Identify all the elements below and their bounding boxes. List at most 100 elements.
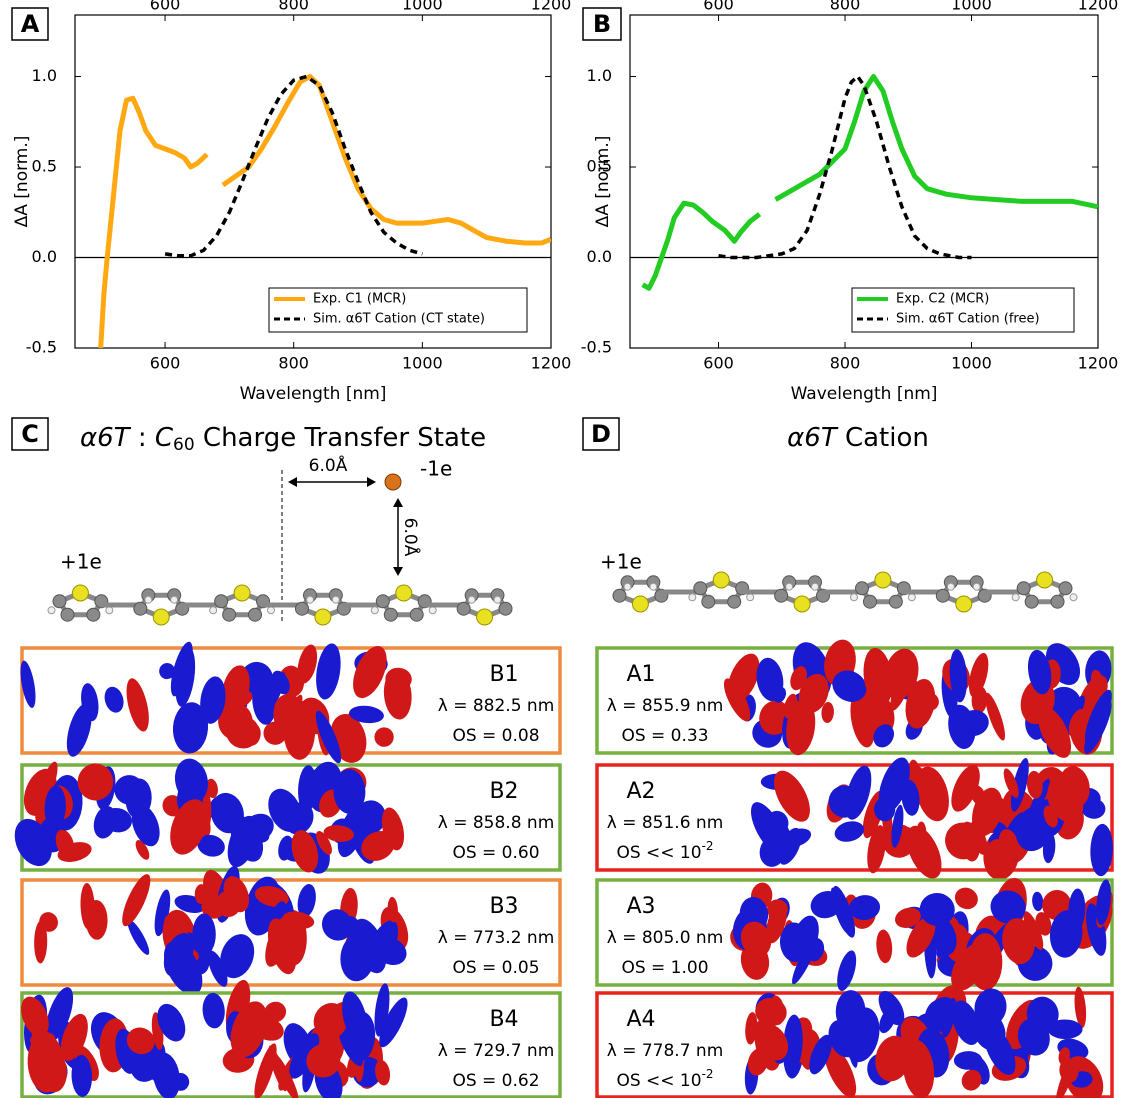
- y-tick-label: 0.5: [587, 157, 612, 176]
- distance-label: 6.0Å: [309, 454, 348, 476]
- molecule: [47, 584, 513, 626]
- orbital-lobe: [952, 1000, 981, 1045]
- orbital-lobe: [220, 934, 255, 979]
- orbital-lobe: [906, 916, 936, 958]
- orbital-lobe: [163, 941, 203, 996]
- orbital-lobe: [951, 764, 980, 812]
- series-line: [718, 74, 972, 260]
- orbital-lobe: [20, 660, 36, 708]
- orbital-lobe: [44, 785, 66, 830]
- orbital-lobe: [101, 807, 132, 833]
- carbon-atom: [774, 588, 789, 603]
- hydrogen-atom: [428, 606, 437, 615]
- orbital-lobe: [1032, 891, 1044, 912]
- orbital-image: [723, 639, 1112, 758]
- os-exponent: -2: [702, 1067, 714, 1081]
- orbital-lobe: [1084, 689, 1112, 744]
- legend-label: Sim. α6T Cation (free): [896, 312, 1040, 327]
- x-top-tick-label: 600: [150, 0, 181, 14]
- state-label: A1: [626, 662, 655, 687]
- y-tick-label: 0.5: [32, 157, 57, 176]
- hydrogen-atom: [649, 582, 658, 591]
- state-oscillator-strength: OS = 0.33: [621, 726, 708, 746]
- orbital-lobe: [200, 676, 226, 724]
- carbon-atom: [1058, 581, 1073, 596]
- os-exponent: -2: [702, 839, 714, 853]
- x-top-tick-label: 1200: [1078, 0, 1119, 14]
- hydrogen-atom: [946, 582, 955, 591]
- sulfur-atom: [71, 584, 89, 602]
- orbital-lobe: [812, 646, 826, 680]
- title-subscript: 60: [173, 435, 195, 455]
- orbital-lobe: [217, 688, 253, 710]
- orbital-lobe: [215, 890, 242, 917]
- orbital-lobe: [344, 710, 361, 755]
- hydrogen-atom: [144, 595, 153, 604]
- carbon-atom: [383, 607, 398, 622]
- legend-box: [851, 287, 1075, 333]
- hydrogen-atom: [170, 595, 179, 604]
- orbital-lobe: [1081, 798, 1106, 819]
- orbital-lobe: [126, 1027, 155, 1055]
- carbon-atom: [693, 581, 708, 596]
- orbital-lobe: [895, 907, 921, 928]
- orbital-lobe: [875, 1035, 911, 1082]
- orbital-lobe: [1090, 823, 1113, 877]
- orbital-lobe: [783, 693, 798, 719]
- carbon-atom: [86, 607, 101, 622]
- orbital-lobe: [261, 672, 286, 718]
- series-line: [164, 74, 423, 258]
- orbital-lobe: [374, 727, 394, 747]
- orbital-lobe: [349, 705, 384, 724]
- orbital-lobe: [1049, 686, 1081, 714]
- orbital-lobe: [828, 785, 862, 818]
- orbital-lobe: [202, 992, 225, 1029]
- carbon-atom: [214, 594, 229, 609]
- orbital-lobe: [905, 678, 936, 729]
- state-oscillator-strength: OS = 0.05: [452, 958, 539, 978]
- orbital-lobe: [254, 1043, 277, 1098]
- orbital-lobe: [1049, 910, 1083, 958]
- y-tick-label: 0.0: [32, 247, 57, 266]
- orbital-lobe: [273, 694, 310, 744]
- carbon-atom: [862, 594, 877, 609]
- orbital-lobe: [769, 995, 785, 1026]
- panel-letter: C: [21, 420, 39, 448]
- sulfur-atom: [1036, 571, 1054, 589]
- hydrogen-atom: [623, 582, 632, 591]
- orbital-lobe: [1074, 986, 1087, 1028]
- orbital-lobe: [77, 763, 114, 801]
- orbital-lobe: [953, 1051, 983, 1070]
- charge-label: +1e: [600, 550, 642, 574]
- hydrogen-atom: [811, 582, 820, 591]
- orbital-lobe: [998, 829, 1020, 860]
- carbon-atom: [52, 594, 67, 609]
- x-axis-label: Wavelength [nm]: [240, 384, 387, 404]
- orbital-lobe: [983, 1025, 1016, 1075]
- panel-letter: A: [21, 10, 40, 38]
- hydrogen-atom: [907, 593, 916, 602]
- orbital-lobe: [71, 1054, 93, 1098]
- orbital-lobe: [291, 830, 319, 873]
- carbon-atom: [456, 601, 471, 616]
- orbital-lobe: [902, 1039, 935, 1098]
- orbital-lobe: [272, 1053, 299, 1098]
- orbital-lobe: [127, 919, 150, 955]
- orbital-lobe: [828, 1019, 858, 1058]
- os-base: OS << 10: [616, 843, 701, 863]
- orbital-lobe: [122, 874, 151, 927]
- orbital-image: [14, 758, 405, 874]
- state-wavelength: λ = 855.9 nm: [607, 696, 724, 716]
- orbital-lobe: [342, 991, 368, 1044]
- orbital-lobe: [21, 996, 49, 1037]
- orbital-image: [750, 757, 1113, 881]
- hydrogen-atom: [331, 595, 340, 604]
- state-label: A2: [626, 779, 655, 804]
- title-part: α6T: [80, 423, 132, 453]
- orbital-lobe: [131, 804, 160, 847]
- orbital-lobe: [323, 825, 354, 842]
- orbital-lobe: [230, 1001, 268, 1058]
- orbital-lobe: [85, 899, 108, 940]
- orbital-lobe: [172, 702, 209, 754]
- orbital-lobe: [949, 649, 968, 703]
